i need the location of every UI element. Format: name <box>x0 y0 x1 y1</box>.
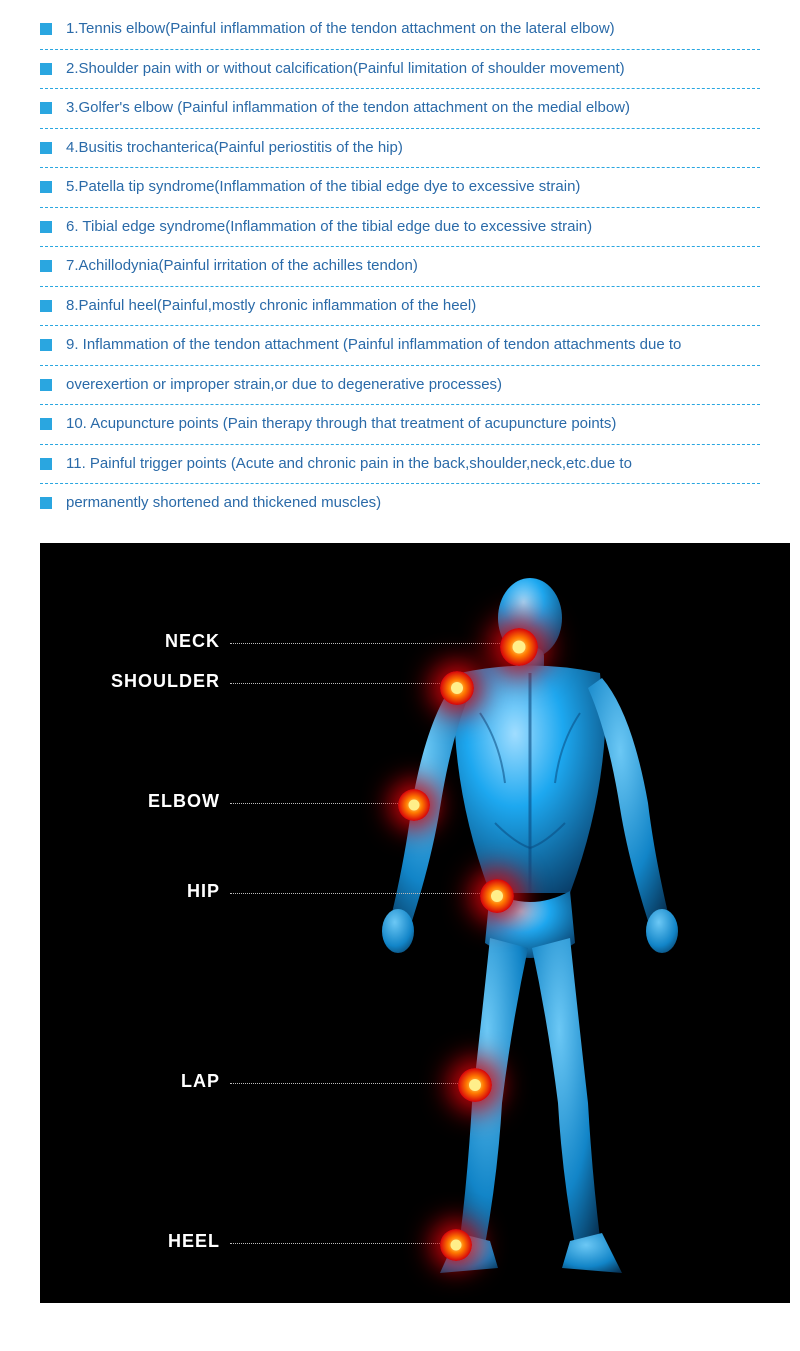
list-item: 1.Tennis elbow(Painful inflammation of t… <box>40 10 760 50</box>
list-item-text: 4.Busitis trochanterica(Painful periosti… <box>66 137 403 160</box>
bullet-icon <box>40 418 52 430</box>
diagram-hotspot-heel <box>440 1229 472 1261</box>
diagram-label-elbow: ELBOW <box>80 791 220 812</box>
body-diagram: NECK SHOULDER ELBOW HIP LAP HEEL <box>40 543 790 1303</box>
list-item-text: 8.Painful heel(Painful,mostly chronic in… <box>66 295 476 318</box>
diagram-hotspot-hip <box>480 879 514 913</box>
diagram-line <box>230 683 440 684</box>
bullet-icon <box>40 142 52 154</box>
conditions-list: 1.Tennis elbow(Painful inflammation of t… <box>0 0 800 543</box>
list-item: 4.Busitis trochanterica(Painful periosti… <box>40 129 760 169</box>
list-item: 8.Painful heel(Painful,mostly chronic in… <box>40 287 760 327</box>
diagram-hotspot-lap <box>458 1068 492 1102</box>
hotspot-glow <box>491 890 503 902</box>
list-item-text: overexertion or improper strain,or due t… <box>66 374 502 397</box>
diagram-hotspot-neck <box>500 628 538 666</box>
list-item: 3.Golfer's elbow (Painful inflammation o… <box>40 89 760 129</box>
bullet-icon <box>40 221 52 233</box>
diagram-line <box>230 643 500 644</box>
list-item-text: 5.Patella tip syndrome(Inflammation of t… <box>66 176 580 199</box>
bullet-icon <box>40 339 52 351</box>
list-item-text: 9. Inflammation of the tendon attachment… <box>66 334 681 357</box>
diagram-label-shoulder: SHOULDER <box>80 671 220 692</box>
list-item: permanently shortened and thickened musc… <box>40 484 760 523</box>
bullet-icon <box>40 23 52 35</box>
list-item: 2.Shoulder pain with or without calcific… <box>40 50 760 90</box>
list-item-text: 1.Tennis elbow(Painful inflammation of t… <box>66 18 615 41</box>
bullet-icon <box>40 300 52 312</box>
diagram-hotspot-shoulder <box>440 671 474 705</box>
diagram-line <box>230 1083 458 1084</box>
diagram-line <box>230 803 398 804</box>
list-item-text: 2.Shoulder pain with or without calcific… <box>66 58 625 81</box>
list-item: 5.Patella tip syndrome(Inflammation of t… <box>40 168 760 208</box>
bullet-icon <box>40 63 52 75</box>
list-item: 9. Inflammation of the tendon attachment… <box>40 326 760 366</box>
bullet-icon <box>40 458 52 470</box>
hotspot-glow <box>451 1239 462 1250</box>
diagram-hotspot-elbow <box>398 789 430 821</box>
list-item: 10. Acupuncture points (Pain therapy thr… <box>40 405 760 445</box>
bullet-icon <box>40 102 52 114</box>
list-item: 11. Painful trigger points (Acute and ch… <box>40 445 760 485</box>
list-item-text: 3.Golfer's elbow (Painful inflammation o… <box>66 97 630 120</box>
hotspot-glow <box>469 1079 481 1091</box>
list-item-text: 11. Painful trigger points (Acute and ch… <box>66 453 632 476</box>
list-item-text: 7.Achillodynia(Painful irritation of the… <box>66 255 418 278</box>
bullet-icon <box>40 181 52 193</box>
bullet-icon <box>40 497 52 509</box>
bullet-icon <box>40 260 52 272</box>
hotspot-glow <box>513 640 526 653</box>
list-item-text: 10. Acupuncture points (Pain therapy thr… <box>66 413 616 436</box>
list-item: 6. Tibial edge syndrome(Inflammation of … <box>40 208 760 248</box>
human-figure <box>340 573 720 1293</box>
diagram-label-heel: HEEL <box>80 1231 220 1252</box>
list-item-text: 6. Tibial edge syndrome(Inflammation of … <box>66 216 592 239</box>
list-item: overexertion or improper strain,or due t… <box>40 366 760 406</box>
hotspot-glow <box>451 682 463 694</box>
list-item: 7.Achillodynia(Painful irritation of the… <box>40 247 760 287</box>
hotspot-glow <box>409 799 420 810</box>
bullet-icon <box>40 379 52 391</box>
diagram-line <box>230 893 480 894</box>
diagram-label-neck: NECK <box>80 631 220 652</box>
diagram-line <box>230 1243 440 1244</box>
diagram-label-hip: HIP <box>80 881 220 902</box>
list-item-text: permanently shortened and thickened musc… <box>66 492 381 515</box>
diagram-label-lap: LAP <box>80 1071 220 1092</box>
